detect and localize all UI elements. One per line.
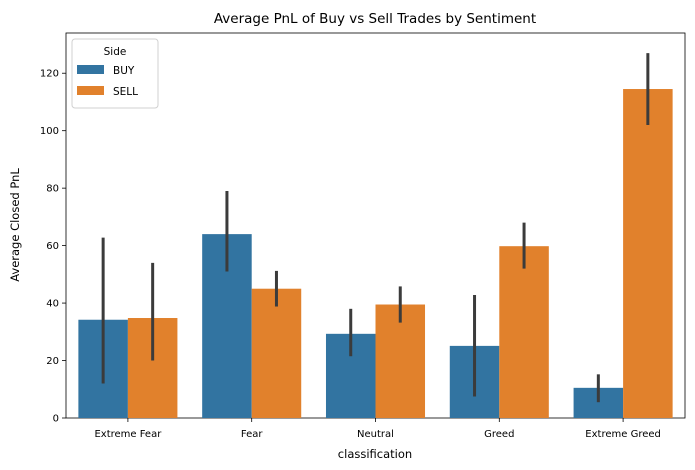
bar-sell-1 xyxy=(251,288,302,418)
x-axis: Extreme Fear Fear Neutral Greed Extreme Gree… xyxy=(94,418,661,440)
legend-title: Side xyxy=(104,46,127,58)
legend-label-buy: BUY xyxy=(113,65,135,77)
y-tick-label: 40 xyxy=(46,299,59,310)
legend-swatch-buy xyxy=(77,65,104,74)
bar-sell-2 xyxy=(375,304,426,418)
y-tick-label: 120 xyxy=(40,69,59,80)
y-tick-label: 60 xyxy=(46,241,59,252)
y-axis-label: Average Closed PnL xyxy=(8,168,22,282)
x-tick-label: Extreme Fear xyxy=(94,429,162,440)
bars-layer xyxy=(78,89,673,418)
x-tick-label: Fear xyxy=(241,429,263,440)
bar-sell-4 xyxy=(623,89,673,418)
legend: Side BUY SELL xyxy=(71,38,159,109)
bar-sell-3 xyxy=(499,246,549,418)
legend-swatch-sell xyxy=(77,86,104,95)
y-tick-label: 80 xyxy=(46,184,59,195)
y-tick-label: 100 xyxy=(40,126,59,137)
errorbars-layer xyxy=(101,53,650,403)
x-axis-label: classification xyxy=(338,447,412,461)
x-tick-label: Greed xyxy=(484,429,514,440)
x-tick-label: Extreme Greed xyxy=(585,429,661,440)
y-tick-label: 20 xyxy=(46,356,59,367)
y-axis: 0 20 40 60 80 100 120 xyxy=(40,69,66,425)
legend-label-sell: SELL xyxy=(113,86,138,98)
chart-title: Average PnL of Buy vs Sell Trades by Sen… xyxy=(214,11,536,27)
x-tick-label: Neutral xyxy=(357,429,394,440)
y-tick-label: 0 xyxy=(53,414,59,425)
